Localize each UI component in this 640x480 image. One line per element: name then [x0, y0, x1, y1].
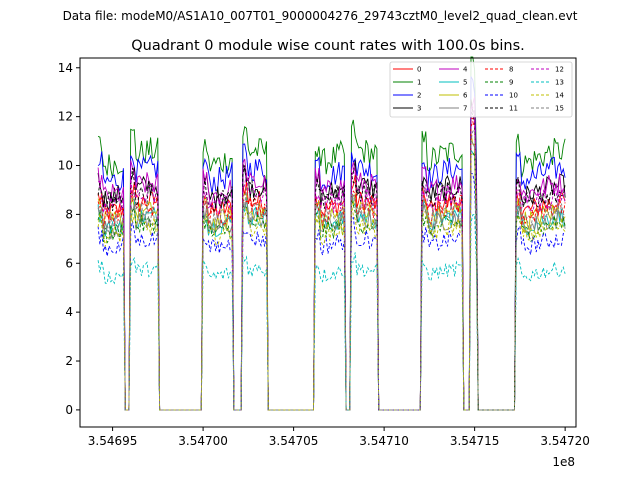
legend-label-12: 12 [555, 66, 564, 74]
y-tick-label: 4 [65, 305, 73, 319]
legend-label-14: 14 [555, 92, 564, 100]
legend-label-7: 7 [463, 105, 467, 113]
y-tick-label: 10 [58, 159, 73, 173]
legend-label-0: 0 [417, 66, 421, 74]
legend-label-1: 1 [417, 79, 421, 87]
data-file-caption: Data file: modeM0/AS1A10_007T01_90000042… [63, 9, 578, 23]
y-tick-label: 2 [65, 354, 73, 368]
series-line-15 [97, 129, 566, 411]
y-axis: 0 2 4 6 8 10 12 14 [58, 61, 80, 417]
plot-area [79, 56, 577, 428]
y-tick-label: 6 [65, 256, 73, 270]
x-tick-label: 3.54695 [88, 434, 138, 448]
y-tick-label: 14 [58, 61, 73, 75]
y-tick-label: 0 [65, 403, 73, 417]
x-tick-label: 3.54705 [269, 434, 319, 448]
legend-box [389, 61, 573, 118]
y-tick-label: 12 [58, 110, 73, 124]
legend-label-5: 5 [463, 79, 467, 87]
legend-label-15: 15 [555, 105, 564, 113]
series-line-10 [97, 172, 566, 411]
legend-label-8: 8 [509, 66, 513, 74]
legend-label-6: 6 [463, 92, 468, 100]
x-tick-label: 3.54700 [178, 434, 228, 448]
x-tick-label: 3.54720 [540, 434, 590, 448]
chart-title: Quadrant 0 module wise count rates with … [131, 38, 525, 54]
legend-label-11: 11 [509, 105, 518, 113]
y-tick-label: 8 [65, 207, 73, 221]
legend-label-9: 9 [509, 79, 513, 87]
legend-label-10: 10 [509, 92, 518, 100]
legend-label-13: 13 [555, 79, 564, 87]
x-tick-label: 3.54710 [359, 434, 409, 448]
series-layer [97, 56, 566, 411]
x-axis: 3.54695 3.54700 3.54705 3.54710 3.54715 3.547… [88, 427, 590, 448]
axes-frame [79, 57, 577, 428]
legend-label-4: 4 [463, 66, 468, 74]
legend-label-3: 3 [417, 105, 421, 113]
x-axis-offset-label: 1e8 [552, 455, 575, 469]
legend-label-2: 2 [417, 92, 421, 100]
x-tick-label: 3.54715 [450, 434, 500, 448]
